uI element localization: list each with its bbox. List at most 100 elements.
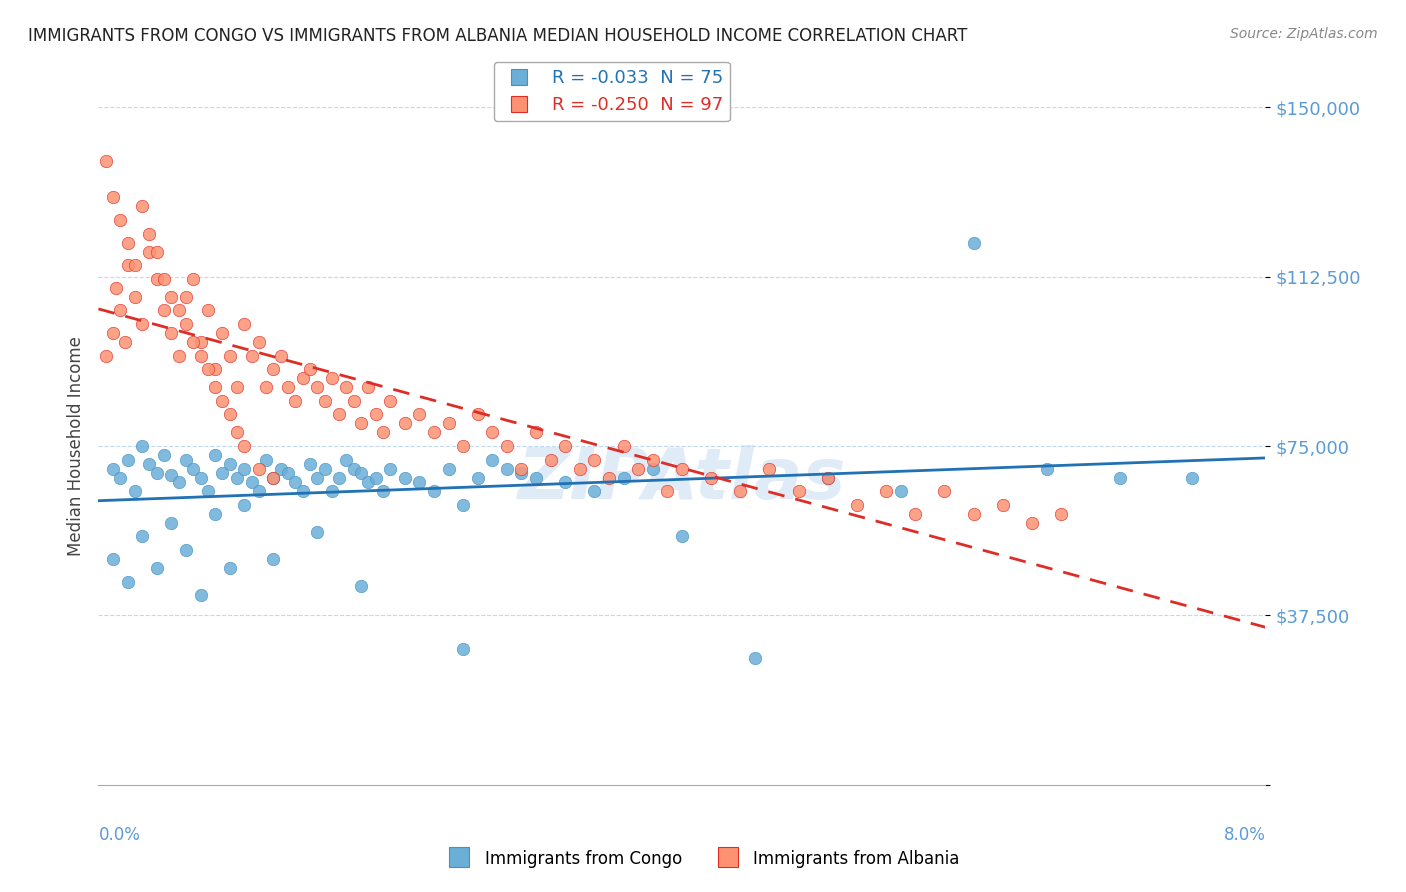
Point <box>117 452 139 467</box>
Point <box>380 461 402 475</box>
Point <box>110 303 132 318</box>
Point <box>307 380 329 394</box>
Point <box>787 484 810 499</box>
Point <box>160 516 183 530</box>
Point <box>613 439 636 453</box>
Point <box>481 452 503 467</box>
Point <box>394 417 416 431</box>
Point <box>328 470 350 484</box>
Point <box>371 425 394 440</box>
Point <box>817 470 839 484</box>
Point <box>262 470 284 484</box>
Point <box>934 484 956 499</box>
Point <box>335 452 357 467</box>
Point <box>1021 516 1043 530</box>
Point <box>138 457 160 471</box>
Point <box>211 466 233 480</box>
Point <box>671 461 693 475</box>
Point <box>114 334 136 349</box>
Point <box>204 380 226 394</box>
Point <box>174 452 197 467</box>
Point <box>124 290 146 304</box>
Point <box>101 190 124 204</box>
Point <box>197 303 219 318</box>
Text: ZIPAtlas: ZIPAtlas <box>517 445 846 515</box>
Point <box>160 468 183 483</box>
Point <box>307 524 329 539</box>
Text: 0.0%: 0.0% <box>98 826 141 844</box>
Point <box>700 470 723 484</box>
Point <box>371 484 394 499</box>
Point <box>510 466 533 480</box>
Point <box>540 452 562 467</box>
Point <box>496 461 519 475</box>
Point <box>554 439 576 453</box>
Point <box>146 272 169 286</box>
Point <box>204 507 226 521</box>
Point <box>568 461 591 475</box>
Point <box>817 470 839 484</box>
Point <box>233 317 256 331</box>
Point <box>218 457 240 471</box>
Point <box>167 475 190 490</box>
Point <box>291 371 314 385</box>
Point <box>307 470 329 484</box>
Point <box>875 484 897 499</box>
Point <box>124 484 146 499</box>
Point <box>174 317 197 331</box>
Point <box>343 461 366 475</box>
Point <box>190 588 212 602</box>
Point <box>131 199 153 213</box>
Point <box>394 470 416 484</box>
Point <box>524 425 547 440</box>
Point <box>153 272 176 286</box>
Point <box>218 561 240 575</box>
Point <box>364 408 387 422</box>
Y-axis label: Median Household Income: Median Household Income <box>66 336 84 556</box>
Point <box>613 470 636 484</box>
Point <box>1050 507 1073 521</box>
Point <box>233 461 256 475</box>
Point <box>298 457 321 471</box>
Point <box>467 470 489 484</box>
Point <box>101 326 124 340</box>
Point <box>962 235 984 250</box>
Point <box>335 380 357 394</box>
Point <box>1108 470 1130 484</box>
Point <box>496 439 519 453</box>
Point <box>350 579 373 593</box>
Point <box>328 408 350 422</box>
Point <box>117 235 139 250</box>
Point <box>481 425 503 440</box>
Point <box>451 498 474 512</box>
Point <box>583 484 606 499</box>
Point <box>408 475 430 490</box>
Point <box>117 574 139 589</box>
Point <box>284 393 307 408</box>
Point <box>641 461 664 475</box>
Point <box>247 484 270 499</box>
Point <box>153 303 176 318</box>
Point <box>437 461 460 475</box>
Point <box>138 244 160 259</box>
Point <box>467 408 489 422</box>
Point <box>321 484 343 499</box>
Point <box>357 380 380 394</box>
Point <box>270 349 292 363</box>
Point <box>110 213 132 227</box>
Point <box>160 290 183 304</box>
Point <box>218 408 240 422</box>
Point <box>657 484 679 499</box>
Legend: Immigrants from Congo, Immigrants from Albania: Immigrants from Congo, Immigrants from A… <box>440 843 966 875</box>
Point <box>101 552 124 566</box>
Point <box>190 470 212 484</box>
Point <box>554 475 576 490</box>
Point <box>211 393 233 408</box>
Point <box>758 461 780 475</box>
Point <box>174 290 197 304</box>
Point <box>146 561 169 575</box>
Point <box>291 484 314 499</box>
Point <box>247 461 270 475</box>
Point <box>671 529 693 543</box>
Legend: R = -0.033  N = 75, R = -0.250  N = 97: R = -0.033 N = 75, R = -0.250 N = 97 <box>494 62 730 121</box>
